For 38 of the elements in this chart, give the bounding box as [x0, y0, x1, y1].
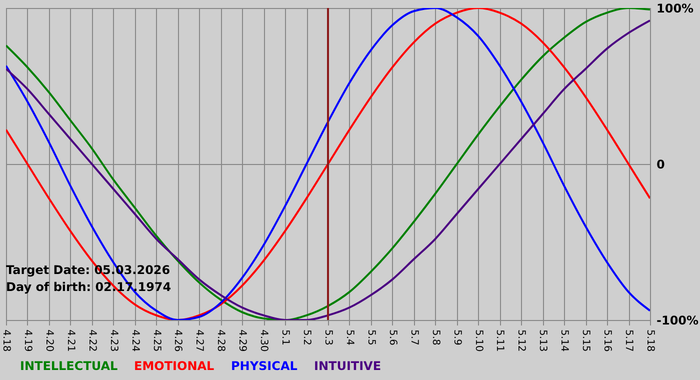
x-tick-label: 5.17: [623, 330, 634, 352]
x-tick-label: 5.12: [516, 330, 527, 352]
x-tick-label: 5.1: [280, 330, 291, 346]
x-tick-label: 5.8: [430, 330, 441, 346]
text: INTUITIVE: [314, 359, 382, 373]
x-tick-label: 4.23: [108, 330, 119, 352]
text: PHYSICAL: [231, 359, 298, 373]
y-tick-label: 0: [656, 158, 665, 172]
x-tick-label: 4.24: [129, 330, 140, 352]
x-tick-label: 4.28: [215, 330, 226, 352]
x-tick-label: 4.30: [258, 330, 270, 352]
x-tick-label: 5.13: [537, 330, 548, 352]
x-tick-label: 5.4: [344, 330, 355, 346]
x-tick-label: 5.18: [644, 330, 656, 352]
x-tick-label: 5.9: [451, 330, 462, 346]
x-tick-label: 5.3: [322, 330, 334, 346]
x-tick-label: 4.25: [150, 330, 162, 352]
x-tick-label: 4.20: [43, 330, 54, 352]
x-tick-label: 5.7: [408, 330, 420, 346]
x-tick-label: 4.18: [0, 330, 12, 352]
x-tick-label: 5.5: [365, 330, 376, 346]
x-tick-label: 5.16: [602, 330, 613, 352]
x-tick-label: 4.26: [172, 330, 184, 352]
x-tick-label: 5.11: [494, 330, 506, 352]
x-tick-label: 5.2: [301, 330, 312, 346]
x-tick-label: 4.27: [194, 330, 205, 352]
x-tick-label: 5.14: [558, 330, 570, 352]
x-tick-label: 4.19: [22, 330, 33, 352]
x-tick-label: 5.10: [472, 330, 484, 352]
x-tick-label: 4.29: [236, 330, 248, 352]
y-tick-label: -100%: [656, 314, 699, 328]
text: EMOTIONAL: [134, 359, 215, 373]
x-tick-label: 5.15: [580, 330, 592, 352]
x-tick-label: 4.21: [64, 330, 76, 352]
text: INTELLECTUAL: [20, 359, 118, 373]
y-tick-label: 100%: [656, 2, 694, 16]
x-tick-label: 5.6: [386, 330, 398, 346]
x-tick-label: 4.22: [86, 330, 98, 352]
